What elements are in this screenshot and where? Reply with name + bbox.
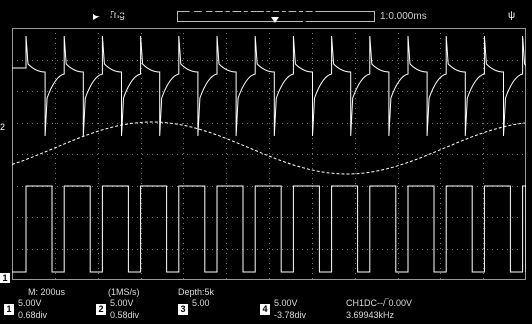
ch1-ground-marker[interactable]: 1 — [0, 273, 10, 283]
ch2-sine-waveform — [12, 121, 526, 175]
waveform-screen — [12, 28, 526, 280]
graticule-grid — [12, 28, 526, 280]
timebase-offset: 1:0.000ms — [380, 11, 427, 22]
ch1-badge[interactable]: 1 — [4, 304, 14, 315]
ch3-volts: 5.00 — [192, 298, 210, 308]
ch3-square-waveform — [12, 185, 526, 273]
trigger-setting: CH1DC--/‾0.00V — [346, 298, 413, 308]
trigger-position-icon[interactable] — [271, 17, 279, 23]
timebase-readout: M: 200us — [28, 287, 66, 297]
ch3-badge[interactable]: 3 — [178, 304, 188, 315]
ch2-ground-marker[interactable]: 2 — [0, 122, 6, 132]
ch2-position: 0.58div — [110, 310, 140, 320]
run-state-icon[interactable] — [93, 12, 100, 20]
ch1-position: 0.68div — [18, 310, 48, 320]
ch2-volts: 5.00V — [110, 298, 134, 308]
ch1-spike-waveform — [12, 35, 526, 137]
ch4-badge[interactable]: 4 — [260, 304, 270, 315]
ch1-volts: 5.00V — [18, 298, 42, 308]
trigger-level-icon: ψ — [508, 10, 516, 21]
ch2-badge[interactable]: 2 — [96, 304, 106, 315]
ch4-volts: 5.00V — [274, 298, 298, 308]
screen-border — [12, 28, 526, 280]
ch4-position: -3.78div — [274, 310, 307, 320]
memory-depth: Depth:5k — [178, 287, 215, 297]
page-title: Science Workshop — [72, 0, 318, 24]
trigger-status: Trig — [108, 10, 125, 21]
bottom-status-bar: M: 200us (1MS/s) Depth:5k 1 5.00V 0.68di… — [0, 286, 532, 324]
sample-rate: (1MS/s) — [108, 287, 140, 297]
frequency-counter: 3.69943kHz — [346, 310, 395, 320]
top-status-bar: Trig 1:0.000ms ψ — [0, 0, 532, 26]
